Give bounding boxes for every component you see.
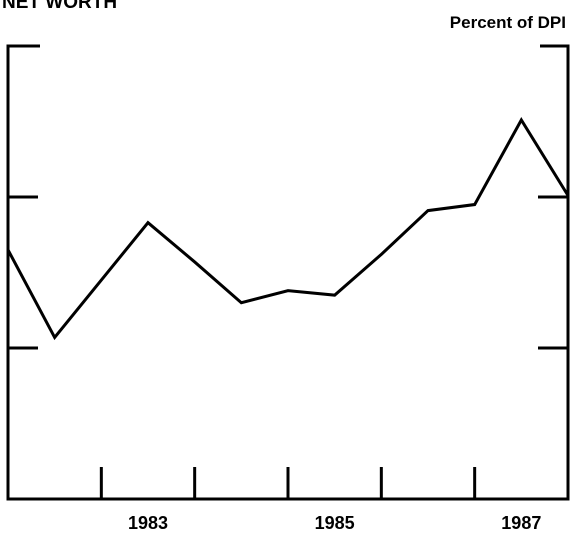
y-axis-label: Percent of DPI (450, 13, 566, 32)
axis-frame (6, 44, 570, 501)
data-line (6, 117, 570, 341)
x-tick-label: 1985 (315, 513, 355, 533)
frame (6, 44, 570, 501)
x-tick-label: 1983 (128, 513, 168, 533)
chart-title: NET WORTH (2, 0, 117, 13)
x-tick-label: 1987 (501, 513, 541, 533)
